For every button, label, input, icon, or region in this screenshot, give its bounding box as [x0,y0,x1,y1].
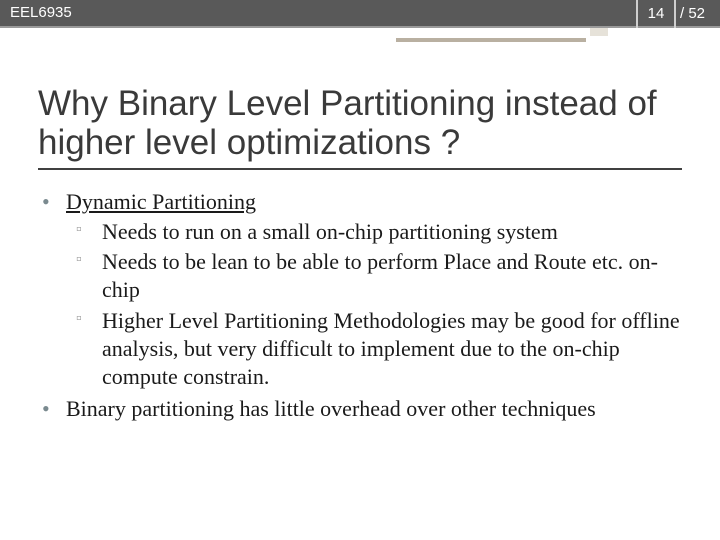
bullet-level2: Needs to run on a small on-chip partitio… [38,218,686,246]
page-number-current: 14 [636,0,676,28]
bullet-level1: Binary partitioning has little overhead … [38,395,686,423]
bullet-level2: Higher Level Partitioning Methodologies … [38,307,686,391]
bullet-level1: Dynamic Partitioning [38,188,686,216]
course-code: EEL6935 [10,4,72,21]
title-underline [38,168,682,170]
accent-notch [590,28,608,36]
slide-title: Why Binary Level Partitioning instead of… [38,84,678,162]
bullet-text: Binary partitioning has little overhead … [66,396,596,421]
bullet-label: Dynamic Partitioning [66,189,256,214]
accent-line [396,38,586,42]
page-number-total: / 52 [676,0,720,28]
header-bar: EEL6935 14 / 52 [0,0,720,28]
slide-content: Dynamic Partitioning Needs to run on a s… [38,184,686,423]
bullet-level2: Needs to be lean to be able to perform P… [38,248,686,304]
